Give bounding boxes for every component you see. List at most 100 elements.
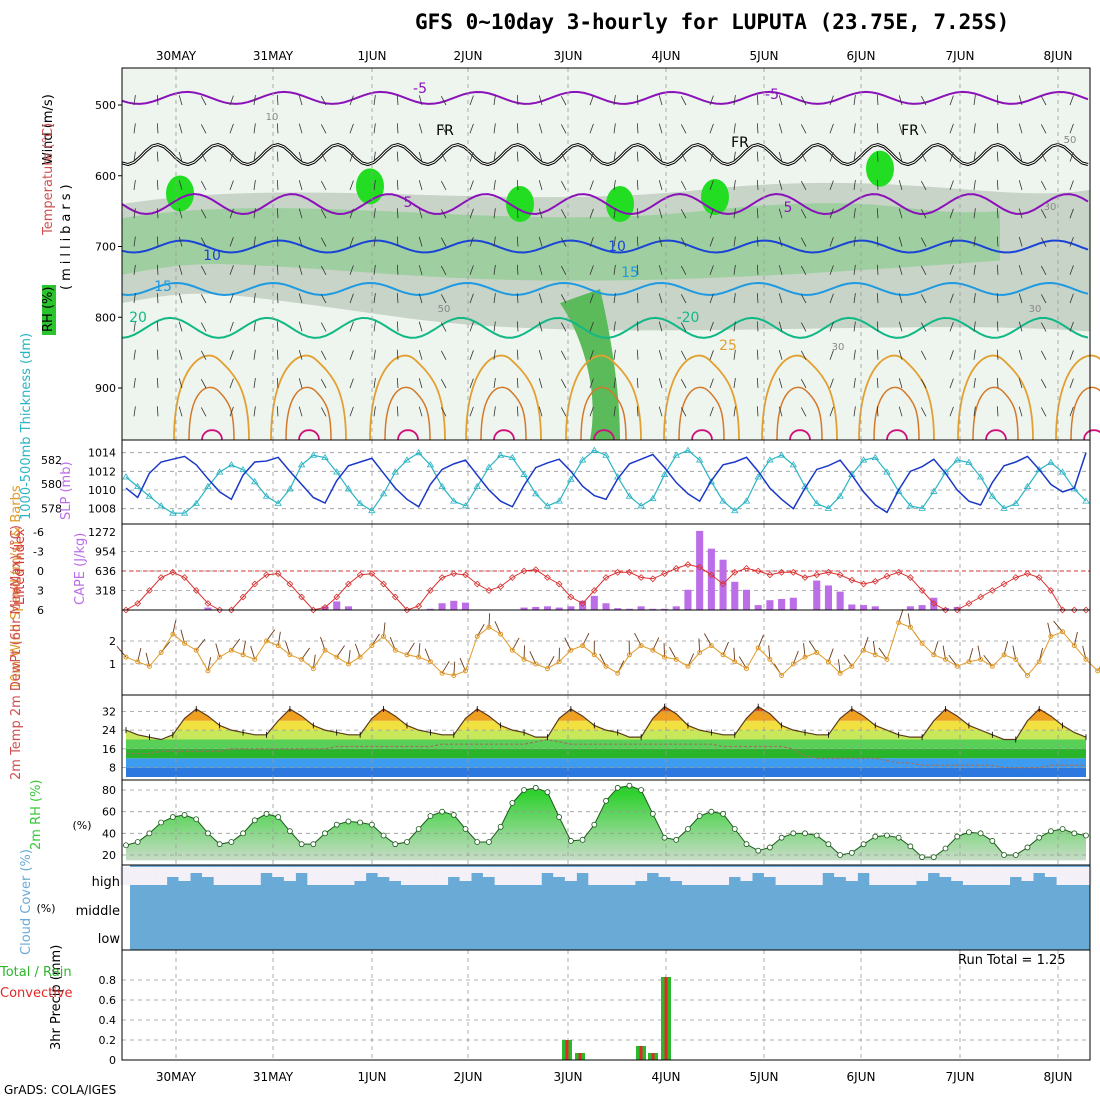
wind10m-point — [392, 647, 398, 653]
thickness-point — [906, 502, 915, 509]
cape-bar — [649, 608, 657, 610]
lifted-index-point — [508, 574, 516, 581]
lifted-index-point — [298, 593, 306, 601]
wind-barb — [229, 378, 234, 389]
precip-panel: 0.8 0.6 0.4 0.2 0 — [99, 949, 1091, 1067]
wind-barb — [493, 123, 496, 134]
cape-bar — [590, 595, 598, 610]
wind-barb — [349, 293, 354, 304]
lifted-index-point — [661, 570, 668, 577]
wind-barb — [709, 95, 714, 106]
wind-barb — [396, 123, 399, 134]
rh2m-point — [532, 784, 539, 791]
cape-tick: 636 — [95, 565, 116, 578]
cloud-high-block — [155, 867, 168, 885]
rh2m-point — [696, 813, 703, 819]
wind-barb — [320, 180, 327, 191]
wind-barb — [229, 180, 234, 191]
wind-barb — [440, 294, 447, 304]
wind-barb — [320, 378, 327, 389]
wind-barb — [996, 208, 999, 219]
wind10m-point — [673, 656, 679, 662]
wind-barb — [756, 406, 759, 417]
wind10m-point — [954, 663, 960, 669]
isotherm-35-lobe — [201, 429, 223, 441]
wind-barb — [658, 123, 663, 134]
lifted-index-point — [684, 561, 692, 568]
wind-barb — [469, 236, 474, 247]
chart-title: GFS 0~10day 3-hourly for LUPUTA (23.75E,… — [415, 10, 1010, 34]
wind-barb — [200, 95, 207, 106]
wind-barb — [516, 208, 519, 219]
rh2m-point — [205, 830, 211, 837]
wind-barb — [636, 321, 639, 332]
wind10m-point — [416, 654, 422, 660]
wind10m-point — [357, 654, 363, 660]
wind-barb — [829, 293, 834, 304]
wind-barb — [396, 151, 399, 162]
wind-barb — [349, 123, 354, 134]
cloud-high-block — [1033, 867, 1046, 873]
pressure-tick-700: 700 — [95, 241, 116, 254]
thickness-point — [976, 473, 985, 480]
thickness-point — [894, 487, 903, 494]
wind-barb — [589, 236, 594, 247]
wind-barb — [996, 321, 999, 332]
cape-bar — [848, 604, 856, 610]
precip-convective-bar — [651, 1053, 655, 1060]
wind-barb — [756, 236, 759, 247]
lifted-index-point — [906, 574, 914, 581]
thickness-point — [414, 449, 423, 456]
wind-barb — [396, 377, 399, 389]
rh2m-point — [872, 833, 879, 840]
wind-barb — [538, 378, 543, 389]
wind-barb — [636, 406, 639, 417]
rh2m-point — [591, 821, 598, 828]
wind-barb — [613, 349, 616, 360]
wind-barb — [778, 123, 783, 134]
wind-barb — [253, 378, 256, 389]
cape-bar — [321, 606, 329, 610]
wind-barb — [853, 378, 856, 389]
wind-barb — [516, 264, 519, 275]
lifted-index-point — [649, 575, 657, 583]
wind-barb — [560, 152, 567, 162]
wind-barb — [493, 378, 496, 389]
wind-barb — [469, 293, 474, 304]
temp-band — [126, 711, 1086, 721]
rh2m-point — [275, 814, 282, 820]
thickness-point — [707, 478, 716, 485]
wind-barb — [778, 321, 783, 332]
isotherm-25-lobe — [173, 354, 250, 441]
wind-barb — [276, 293, 279, 304]
rh2m-point — [802, 830, 808, 837]
lifted-index-point — [848, 576, 856, 584]
wind-barb — [636, 179, 639, 190]
cloud-high-block — [588, 867, 601, 885]
rh2m-point — [357, 819, 364, 826]
wind-barb — [949, 208, 954, 219]
rh2m-point — [333, 821, 340, 828]
wind10m-point — [252, 656, 258, 662]
top-date-label-6JUN: 6JUN — [847, 49, 876, 63]
cape-tick: 954 — [95, 546, 116, 559]
isotherm-35-lobe — [593, 429, 615, 441]
wind10m-point — [287, 652, 293, 658]
lifted-index-point — [965, 600, 973, 607]
thickness-point — [215, 468, 224, 475]
lifted-index-point — [345, 580, 352, 588]
wind-barb — [200, 265, 207, 275]
thickness-point — [321, 453, 329, 461]
wind-barb — [733, 208, 736, 219]
thickness-point — [672, 451, 680, 458]
lifted-index-point — [157, 574, 165, 581]
isotherm-30-lobe — [384, 386, 431, 441]
contour-label: 5 — [784, 200, 793, 216]
rh2m-point — [977, 830, 984, 837]
lifted-index-point — [836, 571, 844, 579]
rh2m-point — [755, 847, 762, 854]
lifted-index-line — [125, 563, 1086, 611]
wind-barb — [253, 236, 256, 247]
cape-bar — [461, 602, 470, 610]
wind-barb — [876, 349, 879, 360]
